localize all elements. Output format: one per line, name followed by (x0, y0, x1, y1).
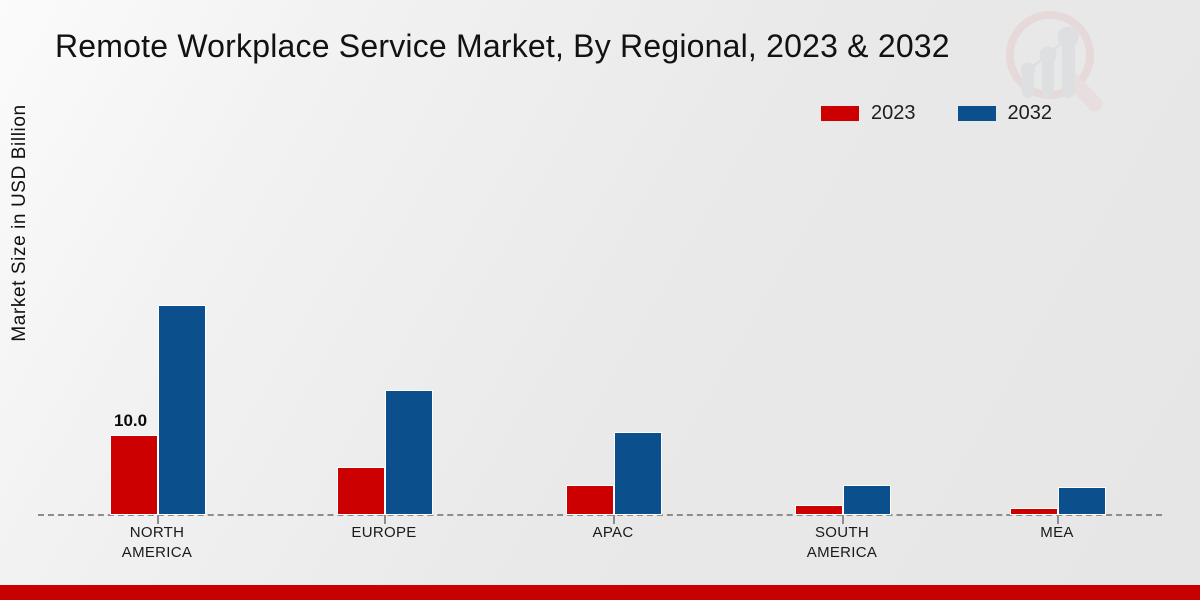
legend-swatch-2032 (957, 105, 996, 121)
x-axis-tick (1057, 515, 1059, 524)
bar-2023[interactable] (566, 484, 614, 515)
x-axis-tick (157, 515, 159, 524)
bar-2023[interactable] (1010, 507, 1058, 515)
bar-2032[interactable] (158, 304, 206, 515)
bar-pair (110, 304, 206, 515)
bar-2032[interactable] (843, 484, 891, 515)
x-axis-category-label: APAC (592, 524, 634, 541)
x-axis-tick (384, 515, 386, 524)
bar-pair (566, 431, 662, 515)
x-axis-tick (613, 515, 615, 524)
legend-label-2032: 2032 (1007, 102, 1053, 124)
chart-legend: 2023 2032 (821, 103, 1052, 123)
bar-2032[interactable] (614, 431, 662, 515)
legend-item-2032[interactable]: 2032 (957, 102, 1053, 124)
legend-item-2023[interactable]: 2023 (821, 103, 916, 123)
bar-2023[interactable] (795, 504, 843, 515)
bar-2032[interactable] (1058, 487, 1106, 515)
bar-pair (337, 390, 433, 515)
legend-label-2023: 2023 (871, 102, 916, 124)
bar-2032[interactable] (385, 390, 433, 515)
x-axis-baseline (38, 514, 1162, 516)
bar-pair (795, 484, 891, 515)
x-axis-tick (842, 515, 844, 524)
bar-2023[interactable] (337, 467, 385, 515)
footer-accent-bar (0, 585, 1200, 600)
x-axis-category-label: SOUTH AMERICA (806, 524, 878, 561)
x-axis-category-label: MEA (1040, 524, 1074, 541)
bar-pair (1010, 487, 1106, 515)
bar-value-label: 10.0 (114, 411, 148, 430)
legend-swatch-2023 (821, 105, 859, 121)
x-axis-category-label: EUROPE (351, 524, 417, 541)
bar-2023[interactable] (110, 435, 158, 515)
page-title: Remote Workplace Service Market, By Regi… (55, 28, 950, 64)
x-axis-category-label: NORTH AMERICA (121, 524, 193, 561)
